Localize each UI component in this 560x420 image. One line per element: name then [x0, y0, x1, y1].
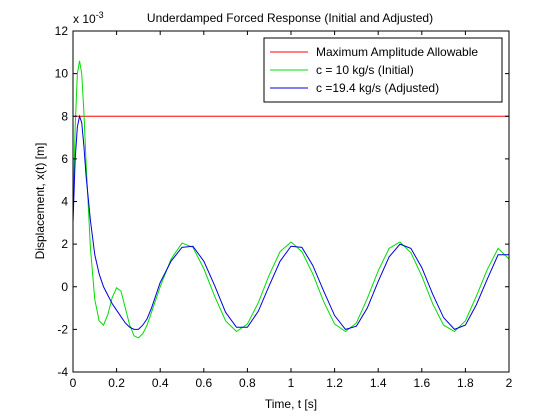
- legend-label-2: c = 10 kg/s (Initial): [316, 63, 414, 77]
- y-exponent-label: x 10-3: [73, 10, 104, 26]
- x-tick-label: 1.6: [413, 376, 430, 390]
- y-tick-label: 8: [61, 109, 68, 123]
- x-tick-label: 0.8: [239, 376, 256, 390]
- y-tick-label: 4: [61, 195, 68, 209]
- y-tick-label: 2: [61, 237, 68, 251]
- x-axis-label: Time, t [s]: [265, 397, 317, 411]
- tick-labels: 0 0.2 0.4 0.6 0.8 1 1.2 1.4 1.6 1.8 2 -4 -2 0 2 4 6 8 10 12: [55, 24, 513, 390]
- x-tick-label: 2: [506, 376, 513, 390]
- tick-marks: [72, 30, 510, 373]
- series-line-3: [73, 114, 509, 330]
- y-tick-label: 0: [61, 280, 68, 294]
- y-exponent-power: -3: [96, 10, 104, 20]
- legend-label-1: Maximum Amplitude Allowable: [316, 45, 478, 59]
- y-exponent-base: x 10: [73, 12, 96, 26]
- y-tick-label: -4: [57, 365, 68, 379]
- y-tick-label: 10: [55, 67, 69, 81]
- x-tick-label: 0: [70, 376, 77, 390]
- x-tick-label: 1.4: [370, 376, 387, 390]
- y-tick-label: -2: [57, 322, 68, 336]
- y-axis-label: Displacement, x(t) [m]: [33, 143, 47, 260]
- chart-title: Underdamped Forced Response (Initial and…: [147, 11, 433, 25]
- svg-text:x 10-3: x 10-3: [73, 10, 104, 26]
- x-tick-label: 1: [288, 376, 295, 390]
- legend-label-3: c =19.4 kg/s (Adjusted): [316, 81, 439, 95]
- x-tick-label: 1.2: [326, 376, 343, 390]
- series-line-2: [73, 60, 509, 339]
- x-tick-label: 0.6: [195, 376, 212, 390]
- y-tick-label: 6: [61, 152, 68, 166]
- x-tick-label: 0.4: [152, 376, 169, 390]
- x-tick-label: 0.2: [108, 376, 125, 390]
- x-tick-label: 1.8: [457, 376, 474, 390]
- series-layer: [73, 60, 509, 339]
- y-tick-label: 12: [55, 24, 69, 38]
- legend: Maximum Amplitude Allowable c = 10 kg/s (…: [263, 37, 503, 103]
